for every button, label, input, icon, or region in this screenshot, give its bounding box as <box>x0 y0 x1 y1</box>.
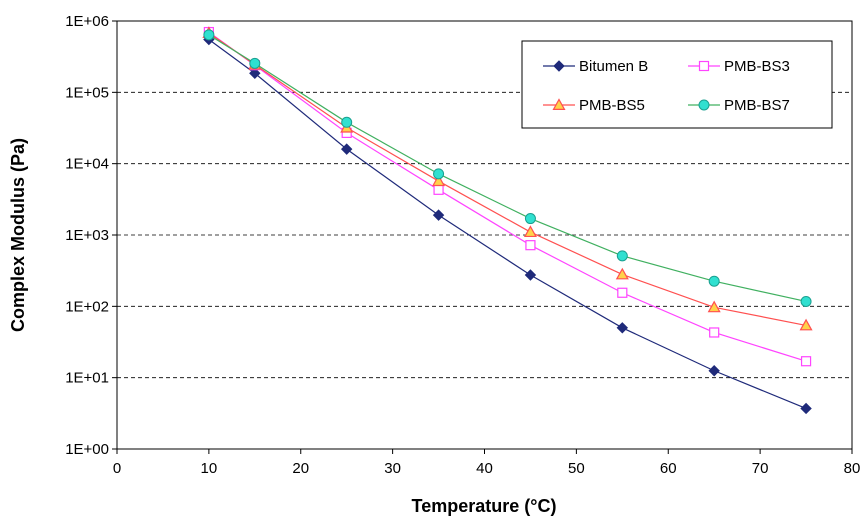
legend-label-bitumen-b: Bitumen B <box>579 58 648 75</box>
data-point-pmb-bs5 <box>707 300 721 313</box>
y-tick-label: 1E+04 <box>65 156 109 173</box>
data-point-bitumen-b <box>800 402 812 415</box>
series-line-pmb-bs5 <box>208 32 807 327</box>
series-layer <box>202 26 813 415</box>
data-point-pmb-bs3 <box>800 356 812 367</box>
gridlines <box>117 91 852 379</box>
legend-label-pmb-bs3: PMB-BS3 <box>724 58 790 75</box>
legend-label-pmb-bs5: PMB-BS5 <box>579 97 645 114</box>
legend-marker-bitumen-b <box>553 60 565 72</box>
legend-entry-pmb-bs3: PMB-BS3 <box>688 58 790 75</box>
data-point-pmb-bs7 <box>524 213 536 225</box>
y-tick-label: 1E+05 <box>65 84 109 101</box>
data-point-pmb-bs3 <box>617 287 628 298</box>
series-bitumen-b <box>203 33 812 415</box>
data-point-pmb-bs3 <box>709 327 720 338</box>
y-tick-label: 1E+00 <box>65 441 109 458</box>
data-point-pmb-bs5 <box>799 318 813 331</box>
y-axis-ticks: 1E+00 1E+01 1E+02 1E+03 1E+04 1E+05 1E+06 <box>65 13 117 458</box>
data-point-bitumen-b <box>432 209 445 221</box>
legend-entry-pmb-bs7: PMB-BS7 <box>688 97 790 114</box>
data-point-pmb-bs7 <box>800 295 812 307</box>
series-line-pmb-bs3 <box>208 31 807 362</box>
x-tick-label: 10 <box>201 460 218 477</box>
legend-symbol-pmb-bs3 <box>698 60 710 72</box>
legend: Bitumen B PMB-BS3 PMB-BS5 PMB-BS7 <box>521 40 833 129</box>
data-point-bitumen-b <box>524 269 537 281</box>
x-tick-label: 40 <box>476 460 493 477</box>
y-axis-title: Complex Modulus (Pa) <box>8 138 28 332</box>
legend-box <box>521 40 833 129</box>
x-tick-label: 20 <box>292 460 309 477</box>
data-point-pmb-bs5 <box>615 267 629 280</box>
series-pmb-bs7 <box>203 29 812 307</box>
data-point-pmb-bs5 <box>432 174 446 187</box>
legend-symbol-bitumen-b <box>553 60 565 72</box>
data-point-pmb-bs7 <box>433 168 445 180</box>
data-point-pmb-bs7 <box>341 116 353 128</box>
data-point-bitumen-b <box>340 143 353 155</box>
data-point-bitumen-b <box>616 322 629 334</box>
x-axis-title: Temperature (°C) <box>412 496 557 516</box>
y-tick-label: 1E+02 <box>65 298 109 315</box>
legend-symbol-pmb-bs5 <box>552 98 566 111</box>
legend-entry-pmb-bs5: PMB-BS5 <box>543 97 645 114</box>
data-point-pmb-bs3 <box>525 240 536 251</box>
data-point-pmb-bs7 <box>616 250 628 262</box>
series-line-pmb-bs7 <box>208 34 807 303</box>
x-tick-label: 0 <box>113 460 121 477</box>
x-axis-ticks: 0 10 20 30 40 50 60 70 80 <box>113 449 861 477</box>
x-tick-label: 60 <box>660 460 677 477</box>
x-tick-label: 80 <box>844 460 861 477</box>
legend-label-pmb-bs7: PMB-BS7 <box>724 97 790 114</box>
y-tick-label: 1E+06 <box>65 13 109 30</box>
data-point-pmb-bs7 <box>203 29 215 41</box>
x-tick-label: 50 <box>568 460 585 477</box>
series-line-bitumen-b <box>208 39 807 410</box>
data-point-bitumen-b <box>249 67 261 79</box>
data-point-pmb-bs5 <box>523 225 537 238</box>
y-tick-label: 1E+01 <box>65 370 109 387</box>
legend-marker-pmb-bs5 <box>552 98 566 111</box>
data-point-pmb-bs7 <box>249 57 261 69</box>
legend-symbol-pmb-bs7 <box>698 99 710 111</box>
legend-marker-pmb-bs3 <box>698 60 710 72</box>
x-tick-label: 70 <box>752 460 769 477</box>
data-point-pmb-bs7 <box>708 275 720 287</box>
y-tick-label: 1E+03 <box>65 227 109 244</box>
data-point-bitumen-b <box>708 365 720 377</box>
x-tick-label: 30 <box>384 460 401 477</box>
data-point-pmb-bs3 <box>433 184 444 195</box>
legend-marker-pmb-bs7 <box>698 99 710 111</box>
legend-entry-bitumen-b: Bitumen B <box>543 58 648 75</box>
